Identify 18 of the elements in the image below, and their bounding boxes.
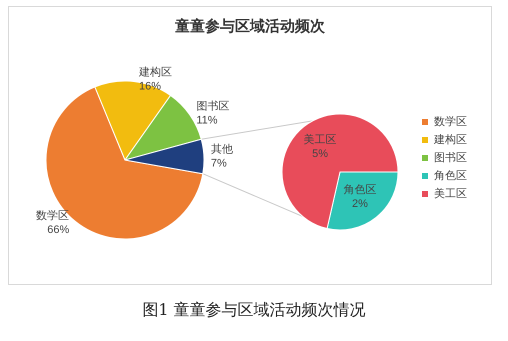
slice-label: 角色区 bbox=[343, 184, 376, 196]
data-label: 7% bbox=[210, 157, 228, 170]
slice-label: 图书区 bbox=[196, 100, 230, 113]
chart-title: 童童参与区域活动频次 bbox=[174, 17, 326, 35]
data-label: 66% bbox=[47, 224, 70, 236]
caption: 图1 童童参与区域活动频次情况 bbox=[141, 300, 367, 321]
slice-label: 数学区 bbox=[36, 210, 70, 222]
data-label: 11% bbox=[196, 114, 218, 127]
data-label: 5% bbox=[312, 148, 328, 160]
legend-label: 角色区 bbox=[434, 170, 467, 182]
legend-label: 数学区 bbox=[434, 116, 467, 128]
slice-label: 建构区 bbox=[138, 66, 172, 79]
legend-label: 建构区 bbox=[433, 133, 467, 146]
slice-label: 其他 bbox=[210, 142, 233, 156]
legend-label: 美工区 bbox=[434, 187, 467, 200]
legend-label: 图书区 bbox=[434, 151, 467, 164]
slice-label: 美工区 bbox=[304, 132, 337, 146]
data-label: 2% bbox=[352, 198, 368, 210]
